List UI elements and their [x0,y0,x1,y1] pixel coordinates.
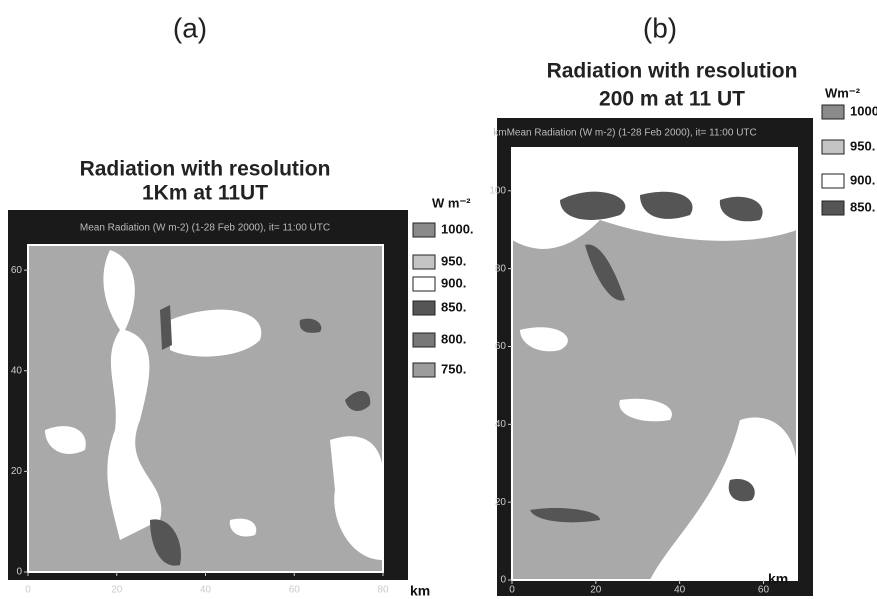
legend-swatch [412,362,436,378]
x-tick-label: 40 [200,585,212,596]
x-tick-label: 60 [289,585,301,596]
chart-title: 200 m at 11 UT [599,88,745,111]
y-tick-label: 20 [11,466,23,477]
legend-swatch [821,139,845,155]
legend-label: 950. [850,138,875,153]
contours [512,148,797,580]
y-tick-label: 0 [500,575,506,586]
legend-swatch [412,222,436,238]
y-tick-label: 40 [11,365,23,376]
legend-label: 950. [441,253,466,268]
legend-swatch [821,200,845,216]
plot-header: Mean Radiation (W m-2) (1-28 Feb 2000), … [80,223,330,234]
y-tick-label: 60 [495,341,507,352]
plot-header: kmMean Radiation (W m-2) (1-28 Feb 2000)… [493,128,757,139]
y-tick-label: 0 [16,567,22,578]
plot-area [27,244,384,573]
legend-title: W m⁻² [432,195,471,210]
y-tick-label: 20 [495,497,507,508]
legend-label: 750. [441,361,466,376]
legend-swatch [412,276,436,292]
y-tick-label: 80 [495,263,507,274]
y-tick-label: 60 [11,265,23,276]
legend-swatch [412,300,436,316]
legend-label: 900. [441,275,466,290]
x-tick-label: 20 [111,585,123,596]
legend-label: 1000. [441,221,474,236]
x-tick-label: 0 [509,585,515,596]
x-tick-label: 60 [758,585,770,596]
legend-swatch [821,173,845,189]
x-axis-label: km [410,583,430,599]
contours [45,250,383,566]
panel-label: (a) [173,12,207,43]
y-tick-label: 40 [495,419,507,430]
x-tick-label: 0 [25,585,31,596]
x-tick-label: 80 [377,585,389,596]
chart-title: Radiation with resolution [80,158,331,181]
legend-label: 900. [850,172,875,187]
x-tick-label: 20 [590,585,602,596]
x-tick-label: 40 [674,585,686,596]
chart-title: Radiation with resolution [547,60,798,83]
legend-label: 850. [850,199,875,214]
legend-swatch [821,104,845,120]
legend-label: 800. [441,331,466,346]
chart-title: 1Km at 11UT [142,182,268,205]
panel-label: (b) [643,12,677,43]
legend-title: Wm⁻² [825,85,861,100]
legend-label: 1000. [850,103,877,118]
legend-swatch [412,254,436,270]
legend-swatch [412,332,436,348]
x-axis-label: km [768,571,788,587]
legend-label: 850. [441,299,466,314]
y-tick-label: 100 [489,185,506,196]
